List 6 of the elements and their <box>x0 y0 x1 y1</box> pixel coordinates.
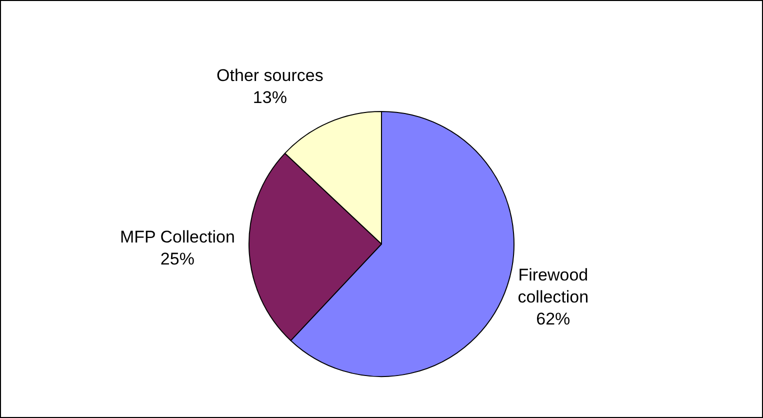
slice-label: Firewood collection <box>518 266 589 307</box>
data-label: 25% <box>160 249 194 268</box>
data-label: 62% <box>536 310 570 329</box>
slice-label: MFP Collection <box>120 227 235 246</box>
slice-label: Other sources <box>216 66 324 86</box>
data-label: 13% <box>252 88 287 108</box>
